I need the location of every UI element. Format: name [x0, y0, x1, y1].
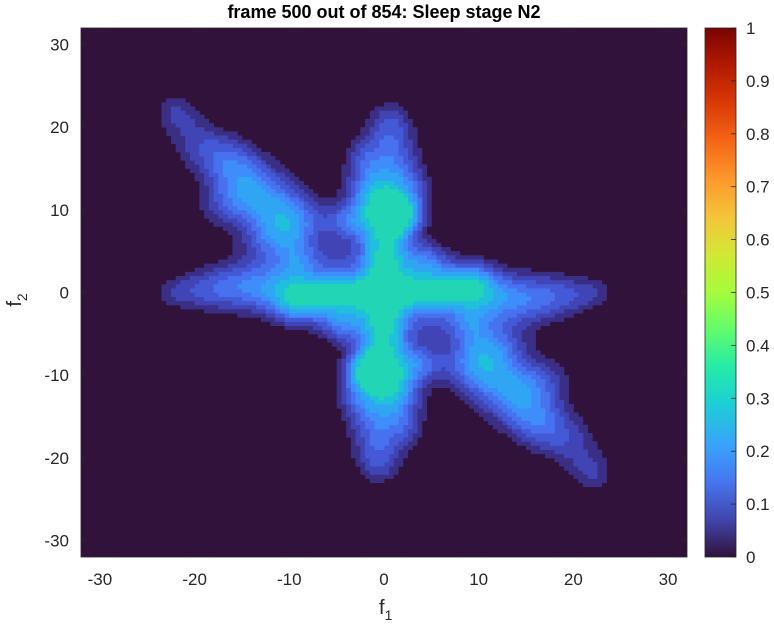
colorbar-tick-label: 0.8	[746, 125, 770, 144]
y-tick-label: -30	[44, 531, 69, 550]
x-axis-ticks: -30 -20 -10 0 10 20 30	[88, 28, 678, 589]
colorbar	[704, 27, 737, 558]
colorbar-tick-label: 0.6	[746, 231, 770, 250]
chart-title: frame 500 out of 854: Sleep stage N2	[227, 2, 540, 22]
colorbar-ticks: 0 0.1 0.2 0.3 0.4 0.5 0.6 0.7 0.8 0.9 1	[731, 19, 770, 567]
colorbar-tick-label: 1	[746, 19, 755, 38]
colorbar-tick-label: 0.2	[746, 442, 770, 461]
colorbar-tick-label: 0.9	[746, 72, 770, 91]
colorbar-tick-label: 0.4	[746, 336, 770, 355]
y-tick-label: -20	[44, 449, 69, 468]
x-axis-label: f1	[379, 597, 393, 623]
x-tick-label: -30	[88, 570, 113, 589]
x-tick-label: -20	[182, 570, 207, 589]
y-axis-ticks: -30 -20 -10 0 10 20 30	[44, 36, 687, 550]
x-tick-label: 30	[659, 570, 678, 589]
y-tick-label: 30	[50, 36, 69, 55]
x-tick-label: -10	[277, 570, 302, 589]
contour-layers	[161, 98, 607, 488]
colorbar-tick-label: 0.1	[746, 495, 770, 514]
y-tick-label: 0	[60, 284, 69, 303]
contour-fill	[284, 185, 484, 401]
x-tick-label: 0	[379, 570, 388, 589]
contour-level-8	[284, 185, 484, 401]
plot-area	[81, 28, 687, 557]
y-tick-label: 20	[50, 118, 69, 137]
x-tick-label: 20	[564, 570, 583, 589]
colorbar-tick-label: 0.5	[746, 284, 770, 303]
colorbar-tick-label: 0.3	[746, 389, 770, 408]
x-tick-label: 10	[469, 570, 488, 589]
colorbar-tick-label: 0.7	[746, 178, 770, 197]
y-axis-label: f2	[4, 293, 30, 307]
y-tick-label: 10	[50, 201, 69, 220]
y-tick-label: -10	[44, 366, 69, 385]
colorbar-tick-label: 0	[746, 548, 755, 567]
